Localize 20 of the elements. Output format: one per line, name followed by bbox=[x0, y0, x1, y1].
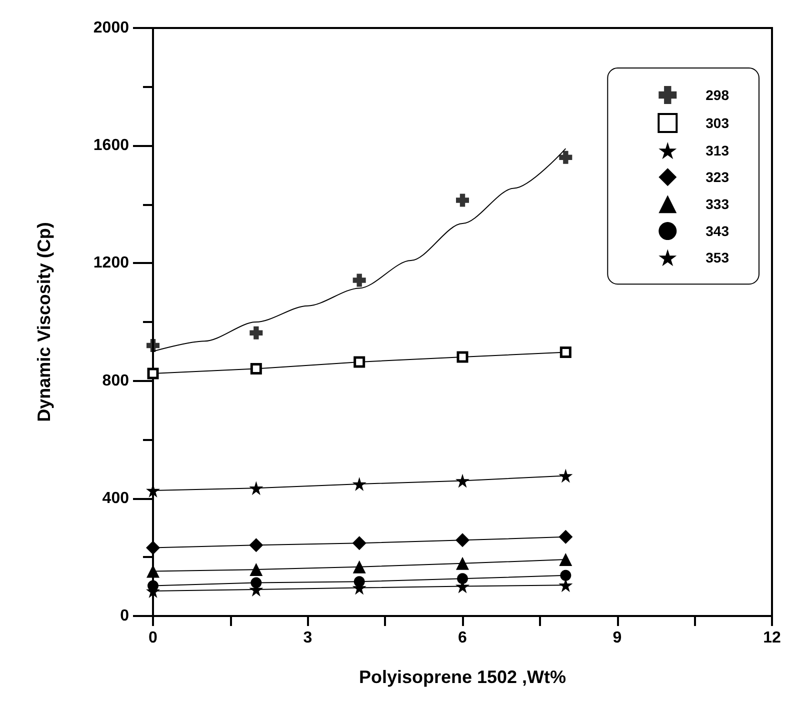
legend-label: 333 bbox=[706, 196, 730, 212]
y-tick-label: 1200 bbox=[93, 254, 130, 272]
legend-label: 323 bbox=[706, 169, 730, 186]
legend-label: 343 bbox=[706, 223, 730, 240]
x-tick-label: 9 bbox=[612, 630, 622, 646]
legend-label: 298 bbox=[706, 87, 730, 103]
y-axis-title: Dynamic Viscosity (Cp) bbox=[34, 222, 54, 422]
legend-label: 303 bbox=[706, 115, 730, 131]
x-tick-label: 12 bbox=[763, 630, 781, 646]
legend-label: 353 bbox=[706, 250, 730, 266]
y-tick-label: 400 bbox=[102, 490, 130, 507]
y-tick-label: 2000 bbox=[93, 20, 130, 36]
y-tick-label: 800 bbox=[102, 372, 130, 390]
x-axis-title: Polyisoprene 1502 ,Wt% bbox=[358, 667, 566, 687]
x-tick-label: 3 bbox=[303, 630, 312, 646]
x-tick-label: 6 bbox=[458, 630, 468, 646]
y-tick-label: 0 bbox=[120, 608, 130, 624]
y-tick-label: 1600 bbox=[93, 137, 130, 154]
x-tick-label: 0 bbox=[148, 630, 158, 646]
legend-label: 313 bbox=[706, 142, 730, 159]
